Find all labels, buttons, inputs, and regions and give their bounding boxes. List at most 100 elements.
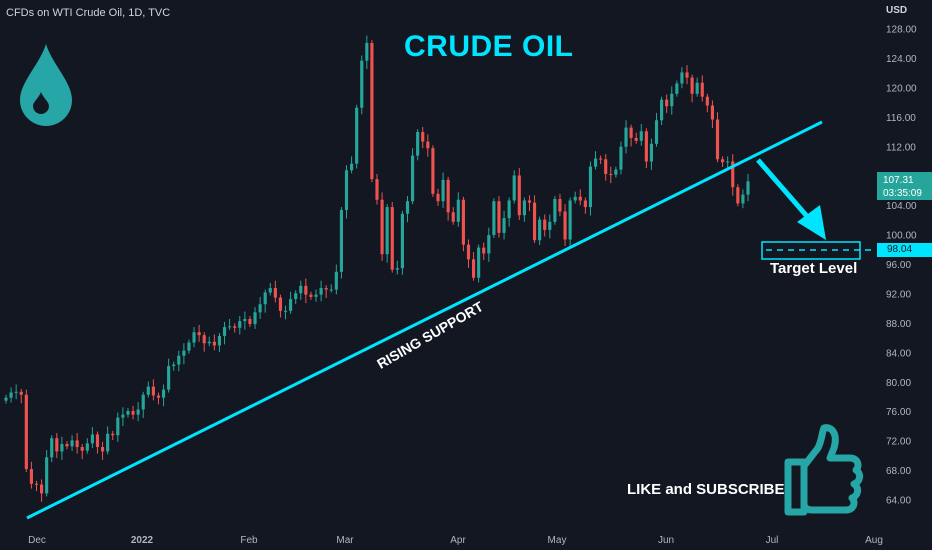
candle (624, 120, 628, 154)
candle (156, 392, 161, 405)
candle (619, 141, 623, 175)
candle (167, 358, 171, 393)
candle (258, 296, 262, 319)
candle (14, 384, 18, 400)
candle (532, 195, 537, 244)
candle (731, 154, 735, 196)
candle (268, 282, 272, 296)
candle (187, 339, 191, 354)
candle (207, 336, 211, 347)
candle (426, 134, 430, 157)
candle (507, 197, 511, 227)
candle (304, 278, 308, 304)
candle (421, 126, 425, 149)
candle (665, 94, 669, 113)
candle (563, 204, 567, 247)
candle (9, 387, 13, 403)
candle (604, 154, 608, 181)
y-tick-label: 100.00 (886, 231, 917, 242)
candle (60, 436, 64, 460)
candle (629, 124, 633, 147)
candle (512, 170, 516, 204)
candle (39, 479, 44, 502)
candle (680, 67, 684, 89)
candle (395, 260, 399, 275)
candle (222, 321, 227, 345)
candle (548, 214, 552, 239)
x-tick-label: Mar (336, 535, 354, 546)
candle (700, 75, 704, 102)
candle (131, 405, 135, 420)
candlestick-series (4, 35, 750, 502)
y-tick-label: 88.00 (886, 319, 911, 330)
candle (278, 294, 283, 318)
symbol-label: CFDs on WTI Crude Oil, 1D, TVC (6, 7, 171, 19)
candle (294, 290, 298, 304)
like-subscribe-label: LIKE and SUBSCRIBE (627, 481, 785, 498)
candle (329, 284, 333, 293)
candle (339, 207, 344, 279)
candle (715, 112, 720, 163)
candle (161, 384, 166, 407)
x-tick-label: Jun (658, 535, 674, 546)
candle (192, 327, 196, 348)
candle (487, 227, 491, 262)
chart-title: CRUDE OIL (404, 30, 574, 63)
y-tick-label: 64.00 (886, 496, 911, 507)
candle (543, 214, 547, 237)
x-tick-label: Feb (240, 535, 258, 546)
rising-support-line (26, 120, 823, 520)
candle (649, 138, 654, 170)
candle (212, 334, 216, 351)
candle (24, 389, 28, 473)
candle (299, 280, 303, 300)
candle (283, 305, 288, 320)
candle (385, 204, 389, 263)
candle (151, 379, 155, 401)
x-tick-label: May (548, 535, 567, 546)
candle (685, 65, 689, 85)
candle (695, 77, 699, 97)
candle (248, 316, 252, 328)
candle (705, 93, 709, 113)
candle (126, 408, 130, 418)
target-arrow-head (797, 205, 826, 240)
candle (390, 201, 394, 273)
candle (253, 307, 257, 329)
candle (553, 196, 557, 225)
candle (217, 332, 222, 353)
candle (50, 435, 54, 463)
candle (400, 210, 404, 275)
candle (365, 35, 369, 70)
candle (233, 323, 237, 333)
candle (466, 239, 471, 268)
candle (614, 166, 618, 178)
candle (497, 196, 501, 238)
candle (583, 197, 587, 214)
y-tick-label: 92.00 (886, 289, 911, 300)
candle (314, 289, 318, 302)
candle (710, 100, 715, 128)
candle (410, 148, 415, 205)
candle (588, 161, 593, 216)
y-tick-label: 116.00 (886, 113, 916, 124)
candle (177, 350, 181, 372)
y-tick-label: 76.00 (886, 407, 911, 418)
thumbs-up-icon (784, 424, 864, 516)
candle (558, 193, 562, 217)
x-tick-label: Aug (865, 535, 883, 546)
candle (670, 86, 674, 115)
candle (70, 435, 74, 452)
candle (19, 388, 23, 404)
candle (75, 433, 79, 454)
candle (527, 195, 532, 212)
candle (477, 244, 481, 283)
candle (263, 289, 267, 313)
candle (471, 251, 476, 281)
candle (568, 197, 572, 248)
candle (502, 210, 506, 240)
candle (375, 173, 379, 205)
y-tick-label: 96.00 (886, 260, 911, 271)
candle (116, 412, 120, 442)
